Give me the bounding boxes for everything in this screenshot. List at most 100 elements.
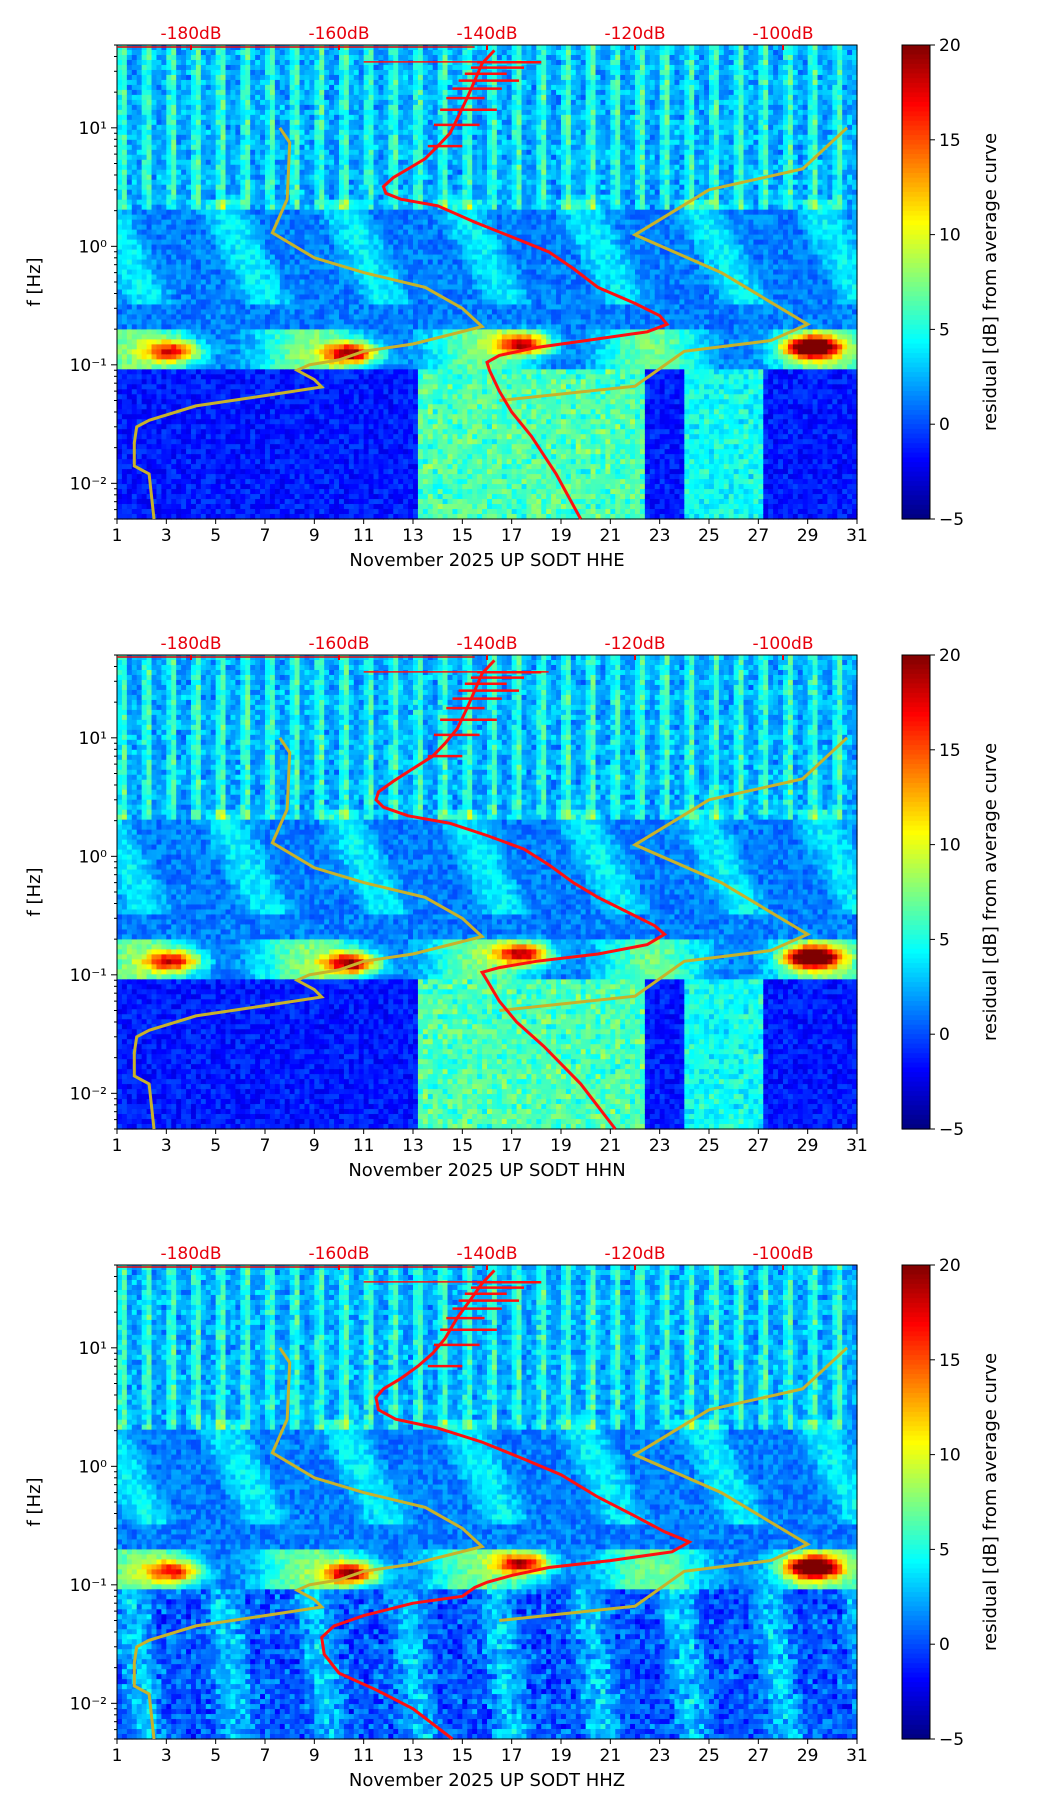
x-tick-label: 23 [649, 1746, 671, 1766]
x-tick-label: 1 [112, 1136, 123, 1156]
colorbar-segment [902, 453, 930, 458]
x-tick-label: 19 [550, 526, 572, 546]
colorbar-segment [902, 977, 930, 982]
y-tick-label: 10⁻² [70, 1694, 107, 1714]
y-tick-label: 10⁻¹ [70, 966, 107, 986]
x-tick-label: 19 [550, 1136, 572, 1156]
x-axis-label: November 2025 UP SODT HHE [349, 550, 624, 571]
db-axis-label: -160dB [308, 634, 369, 654]
x-tick-label: 17 [501, 1746, 523, 1766]
colorbar-segment [902, 273, 930, 278]
colorbar-tick-label: −5 [939, 1730, 964, 1750]
x-tick-label: 5 [210, 1746, 221, 1766]
colorbar-segment [902, 1606, 930, 1611]
x-tick-label: 9 [309, 526, 320, 546]
colorbar-segment [902, 154, 930, 159]
colorbar-segment [902, 1521, 930, 1526]
colorbar-segment [902, 187, 930, 192]
x-tick-label: 5 [210, 526, 221, 546]
colorbar-tick-label: −5 [939, 510, 964, 530]
x-tick-label: 19 [550, 1746, 572, 1766]
colorbar-segment [902, 396, 930, 401]
colorbar-segment [902, 1063, 930, 1068]
colorbar-segment [902, 1583, 930, 1588]
colorbar-segment [902, 258, 930, 263]
colorbar-segment [902, 1053, 930, 1058]
colorbar-segment [902, 859, 930, 864]
colorbar-segment [902, 462, 930, 467]
colorbar-segment [902, 1015, 930, 1020]
colorbar-segment [902, 111, 930, 116]
colorbar-segment [902, 386, 930, 391]
colorbar-segment [902, 235, 930, 240]
colorbar-segment [902, 1687, 930, 1692]
colorbar-segment [902, 69, 930, 74]
x-tick-label: 15 [452, 1746, 474, 1766]
colorbar-segment [902, 50, 930, 55]
colorbar-segment [902, 683, 930, 688]
colorbar-segment [902, 1445, 930, 1450]
x-tick-label: 27 [748, 526, 770, 546]
colorbar-segment [902, 263, 930, 268]
colorbar-segment [902, 769, 930, 774]
colorbar-segment [902, 750, 930, 755]
colorbar-segment [902, 1331, 930, 1336]
colorbar-segment [902, 935, 930, 940]
x-tick-label: 7 [260, 1746, 271, 1766]
colorbar-segment [902, 448, 930, 453]
colorbar-segment [902, 348, 930, 353]
colorbar-segment [902, 254, 930, 259]
colorbar-segment [902, 1720, 930, 1725]
x-tick-label: 21 [600, 526, 622, 546]
colorbar-segment [902, 655, 930, 660]
colorbar-segment [902, 883, 930, 888]
x-tick-label: 31 [846, 1746, 868, 1766]
colorbar-segment [902, 1327, 930, 1332]
colorbar-segment [902, 1293, 930, 1298]
y-tick-label: 10⁻² [70, 1084, 107, 1104]
y-tick-label: 10¹ [79, 729, 107, 749]
colorbar-segment [902, 816, 930, 821]
db-axis-label: -180dB [160, 24, 221, 44]
colorbar-segment [902, 83, 930, 88]
colorbar-segment [902, 1044, 930, 1049]
colorbar-segment [902, 1417, 930, 1422]
colorbar-segment [902, 1440, 930, 1445]
colorbar-tick-label: 20 [939, 1256, 961, 1276]
colorbar-segment [902, 1559, 930, 1564]
colorbar-segment [902, 419, 930, 424]
x-tick-label: 3 [161, 526, 172, 546]
colorbar-segment [902, 443, 930, 448]
colorbar-segment [902, 939, 930, 944]
x-tick-label: 5 [210, 1136, 221, 1156]
x-tick-label: 21 [600, 1746, 622, 1766]
colorbar-segment [902, 178, 930, 183]
colorbar-tick-label: 0 [939, 1025, 950, 1045]
colorbar-segment [902, 405, 930, 410]
colorbar-segment [902, 1101, 930, 1106]
colorbar-segment [902, 764, 930, 769]
x-tick-label: 13 [402, 1136, 424, 1156]
colorbar-segment [902, 1621, 930, 1626]
x-tick-label: 29 [797, 1136, 819, 1156]
colorbar-segment [902, 130, 930, 135]
colorbar-segment [902, 930, 930, 935]
x-tick-label: 7 [260, 1136, 271, 1156]
x-tick-label: 27 [748, 1136, 770, 1156]
colorbar-segment [902, 1450, 930, 1455]
x-tick-label: 31 [846, 1136, 868, 1156]
colorbar-segment [902, 486, 930, 491]
x-tick-label: 13 [402, 1746, 424, 1766]
colorbar-segment [902, 230, 930, 235]
colorbar-label: residual [dB] from average curve [980, 1353, 1001, 1651]
colorbar-segment [902, 495, 930, 500]
colorbar-segment [902, 944, 930, 949]
colorbar-segment [902, 1058, 930, 1063]
colorbar-segment [902, 811, 930, 816]
colorbar-segment [902, 78, 930, 83]
colorbar-segment [902, 287, 930, 292]
colorbar-segment [902, 1511, 930, 1516]
x-tick-label: 31 [846, 526, 868, 546]
